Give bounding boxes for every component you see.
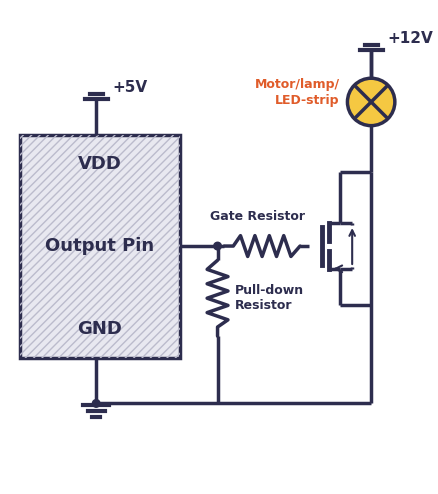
Text: Pull-down
Resistor: Pull-down Resistor (234, 284, 303, 312)
Text: Motor/lamp/
LED-strip: Motor/lamp/ LED-strip (254, 78, 339, 107)
Text: GND: GND (78, 321, 122, 338)
Text: +12V: +12V (386, 31, 432, 46)
Text: +5V: +5V (112, 80, 147, 95)
Text: VDD: VDD (78, 155, 122, 172)
Bar (20, 135, 179, 358)
Circle shape (213, 242, 221, 250)
Text: Gate Resistor: Gate Resistor (209, 210, 304, 223)
Bar (20, 135, 179, 358)
Circle shape (346, 78, 394, 125)
Circle shape (92, 400, 100, 407)
Text: Output Pin: Output Pin (45, 237, 154, 255)
